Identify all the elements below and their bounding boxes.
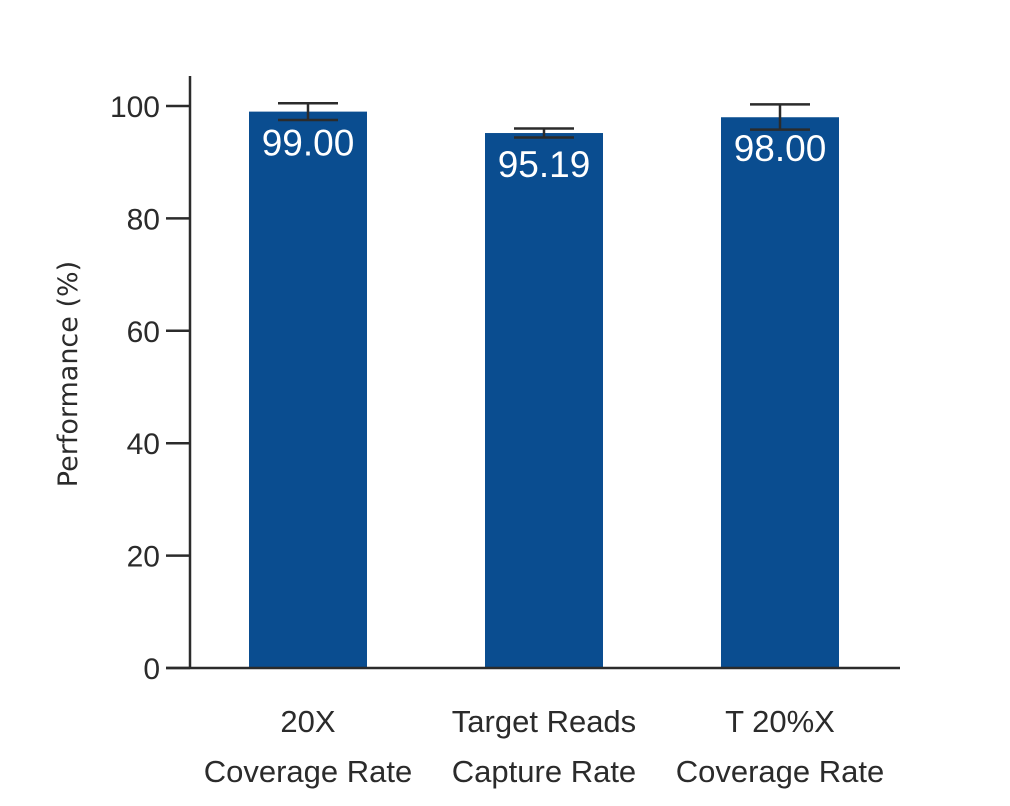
- y-tick-label-80: 80: [127, 203, 160, 236]
- x-tick-label-2-line-1: Target Reads: [452, 704, 636, 739]
- y-tick-label-60: 60: [127, 316, 160, 349]
- data-label-1: 99.00: [262, 123, 355, 164]
- x-labels-group: 20X Coverage Rate Target Reads Capture Rate…: [204, 704, 885, 789]
- data-label-3: 98.00: [734, 128, 827, 169]
- x-tick-label-3-line-1: T 20%X: [725, 704, 835, 739]
- data-label-2: 95.19: [498, 144, 591, 185]
- y-tick-label-0: 0: [143, 653, 160, 686]
- x-tick-label-3-line-2: Coverage Rate: [676, 754, 885, 789]
- x-tick-label-2-line-2: Capture Rate: [452, 754, 636, 789]
- data-labels-group: 99.00 95.19 98.00: [262, 123, 827, 185]
- error-bars-group: [278, 101, 810, 139]
- y-tick-label-40: 40: [127, 428, 160, 461]
- bar-1: [249, 111, 367, 669]
- y-axis-title: Performance (%): [53, 261, 84, 487]
- y-tick-label-20: 20: [127, 541, 160, 574]
- x-tick-label-1-line-2: Coverage Rate: [204, 754, 413, 789]
- bars-group: [249, 111, 839, 669]
- y-ticks-group: 0 20 40 60 80 100: [110, 91, 190, 686]
- bar-3: [721, 117, 839, 669]
- y-tick-label-100: 100: [110, 91, 160, 124]
- x-tick-label-1-line-1: 20X: [280, 704, 335, 739]
- bar-2: [485, 133, 603, 668]
